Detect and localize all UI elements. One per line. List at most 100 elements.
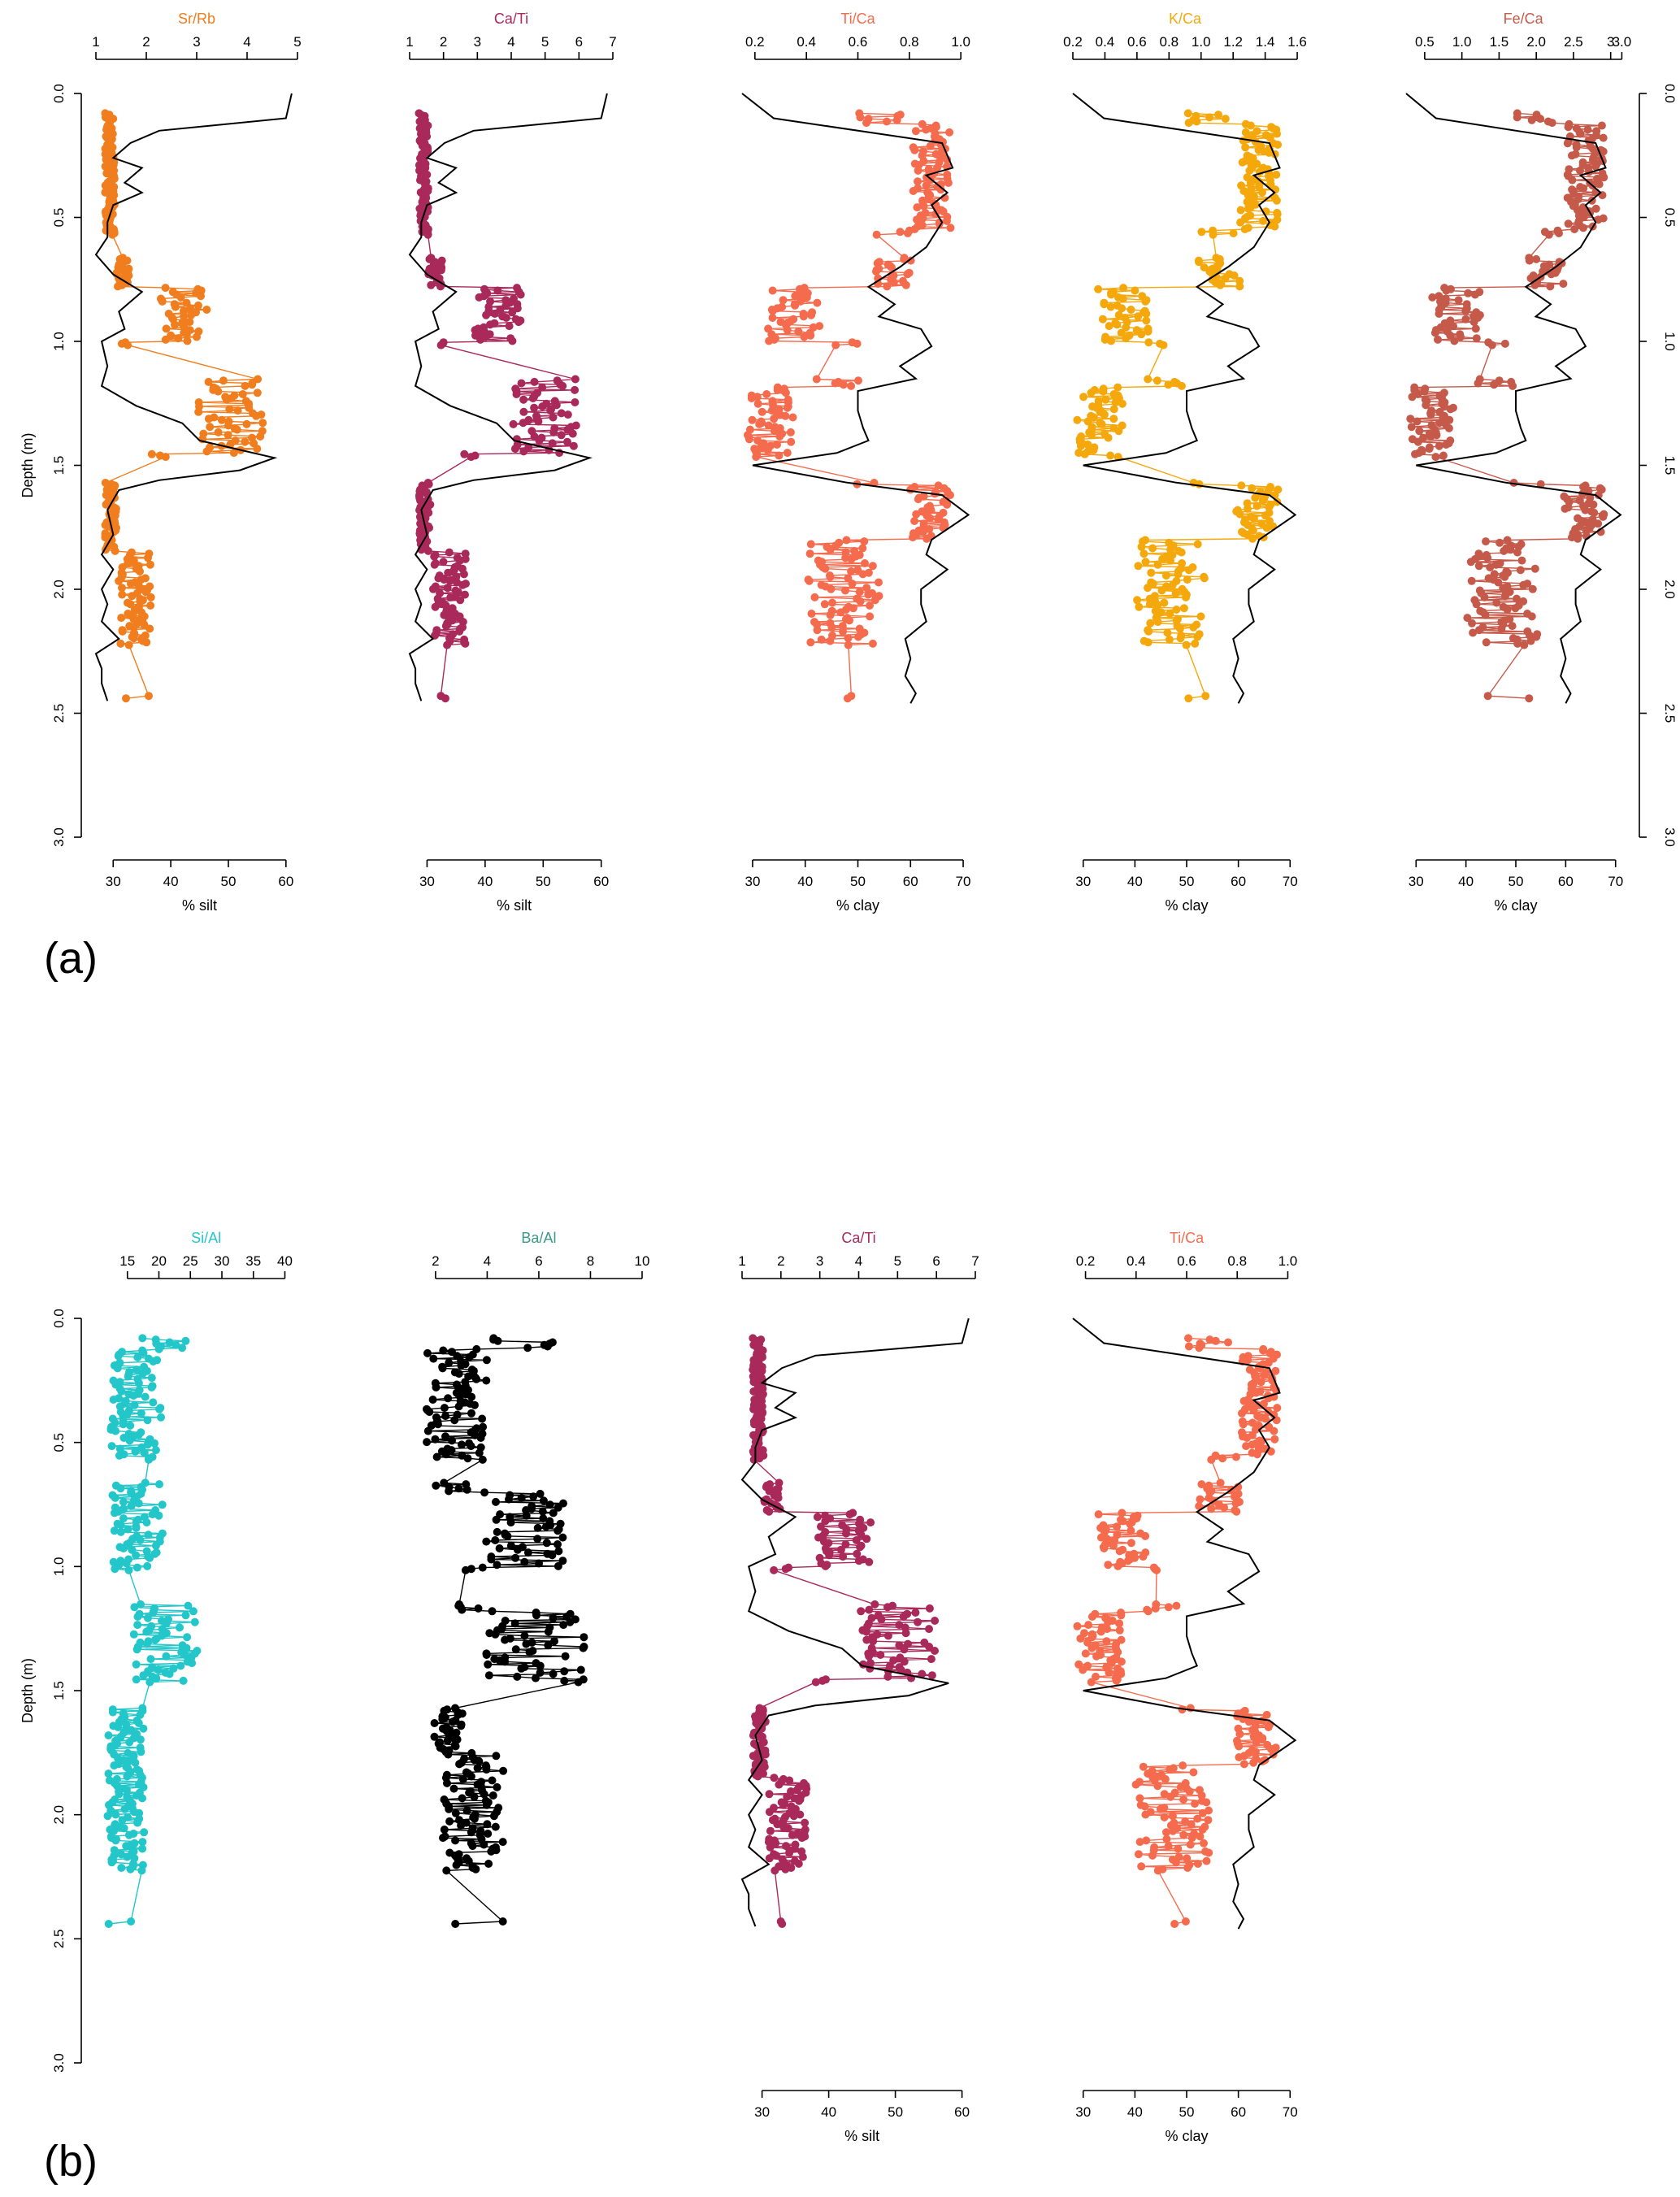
ratio-point [1096, 1627, 1105, 1636]
ratio-point [1474, 379, 1482, 388]
ratio-point [1187, 1820, 1196, 1829]
ratio-point [550, 1637, 558, 1646]
ratio-point [1466, 558, 1475, 567]
ratio-point [1527, 115, 1536, 124]
ratio-point [770, 1774, 779, 1782]
ratio-point [1589, 500, 1598, 509]
ratio-point [161, 453, 170, 462]
top-tick-label: 2 [440, 34, 447, 50]
ratio-point [445, 1817, 454, 1826]
top-tick-label: 4 [855, 1253, 862, 1269]
ratio-point [224, 431, 232, 440]
ratio-point [1236, 206, 1245, 215]
top-tick-label: 3 [193, 34, 200, 50]
ratio-point [482, 1651, 491, 1659]
ratio-point [483, 1820, 492, 1829]
ratio-point [233, 406, 242, 415]
ratio-point [532, 1611, 540, 1620]
ratio-point [766, 1843, 775, 1852]
ratio-point [1146, 619, 1155, 627]
ratio-point [501, 314, 510, 322]
ratio-point [862, 1627, 870, 1636]
ratio-point [858, 544, 867, 553]
ratio-point [503, 1531, 512, 1540]
ratio-point [558, 1557, 567, 1565]
ratio-point [104, 1731, 113, 1740]
ratio-point [872, 267, 880, 276]
ratio-point [1076, 1634, 1085, 1643]
bottom-tick-label: 40 [163, 874, 179, 889]
ratio-point [165, 1669, 174, 1678]
ratio-point [543, 1342, 552, 1351]
ratio-point [1087, 1643, 1096, 1652]
ratio-point [428, 1396, 437, 1404]
ratio-point [1182, 593, 1190, 601]
ratio-point [1492, 598, 1501, 607]
ratio-point [487, 1847, 496, 1856]
ratio-point [140, 1828, 149, 1837]
ratio-point [147, 1383, 156, 1392]
ratio-point [536, 1489, 545, 1498]
chart-a3: 0.2 0.4 0.6 0.8 1.0 Ti/Ca 30 40 50 60 70 % clay [741, 11, 971, 914]
grain-size-line [740, 1318, 970, 1927]
ratio-point [1151, 1604, 1160, 1613]
ratio-point [131, 1758, 140, 1767]
depth-tick-label: 0.5 [51, 208, 67, 228]
ratio-point [783, 403, 792, 412]
ratio-point [1594, 491, 1603, 500]
bottom-tick-label: 30 [106, 874, 121, 889]
ratio-point [761, 1750, 770, 1759]
ratio-point [811, 1678, 820, 1687]
ratio-point [475, 1757, 484, 1765]
ratio-point [1252, 1738, 1261, 1747]
ratio-point [482, 1800, 491, 1809]
depth-tick-label: 0.5 [51, 1433, 67, 1452]
ratio-point [460, 449, 469, 458]
ratio-point [831, 379, 840, 388]
ratio-point [161, 335, 170, 344]
ratio-point [576, 1665, 585, 1674]
ratio-point [429, 584, 437, 593]
ratio-point [1196, 1495, 1205, 1504]
ratio-point [1246, 121, 1255, 130]
ratio-point [522, 1511, 531, 1520]
ratio-point [775, 1780, 784, 1789]
ratio-point [560, 1676, 569, 1685]
ratio-point [1272, 196, 1281, 205]
ratio-point [1185, 1787, 1194, 1795]
ratio-point [1407, 423, 1416, 432]
ratio-point [1131, 286, 1140, 295]
ratio-point [229, 449, 238, 458]
ratio-point [253, 445, 262, 454]
ratio-point [525, 1648, 534, 1656]
ratio-point [1474, 562, 1483, 571]
ratio-point [493, 1336, 502, 1345]
ratio-point [1169, 1826, 1178, 1835]
ratio-point [853, 339, 862, 348]
ratio-point [1134, 1850, 1143, 1859]
ratio-point [778, 1920, 787, 1928]
ratio-point [1184, 119, 1193, 128]
ratio-point [1079, 393, 1088, 402]
ratio-point [1450, 336, 1459, 345]
ratio-point [445, 1358, 454, 1367]
ratio-point [144, 1613, 152, 1622]
ratio-point [1248, 526, 1257, 535]
ratio-point [1513, 113, 1522, 122]
ratio-point [493, 1561, 501, 1570]
ratio-point [1253, 1450, 1261, 1459]
ratio-point [1209, 230, 1218, 239]
ratio-point [1259, 216, 1267, 225]
ratio-point [1153, 1565, 1161, 1574]
ratio-point [1532, 254, 1541, 263]
ratio-point [1157, 586, 1166, 595]
ratio-point [861, 559, 869, 567]
ratio-point [549, 1509, 558, 1517]
ratio-point [1191, 639, 1200, 648]
ratio-point [152, 1674, 161, 1682]
ratio-point [889, 278, 898, 287]
ratio-point [1142, 310, 1151, 318]
ratio-axis-title: Ti/Ca [840, 11, 875, 27]
ratio-point [111, 546, 119, 555]
ratio-point [204, 377, 213, 386]
